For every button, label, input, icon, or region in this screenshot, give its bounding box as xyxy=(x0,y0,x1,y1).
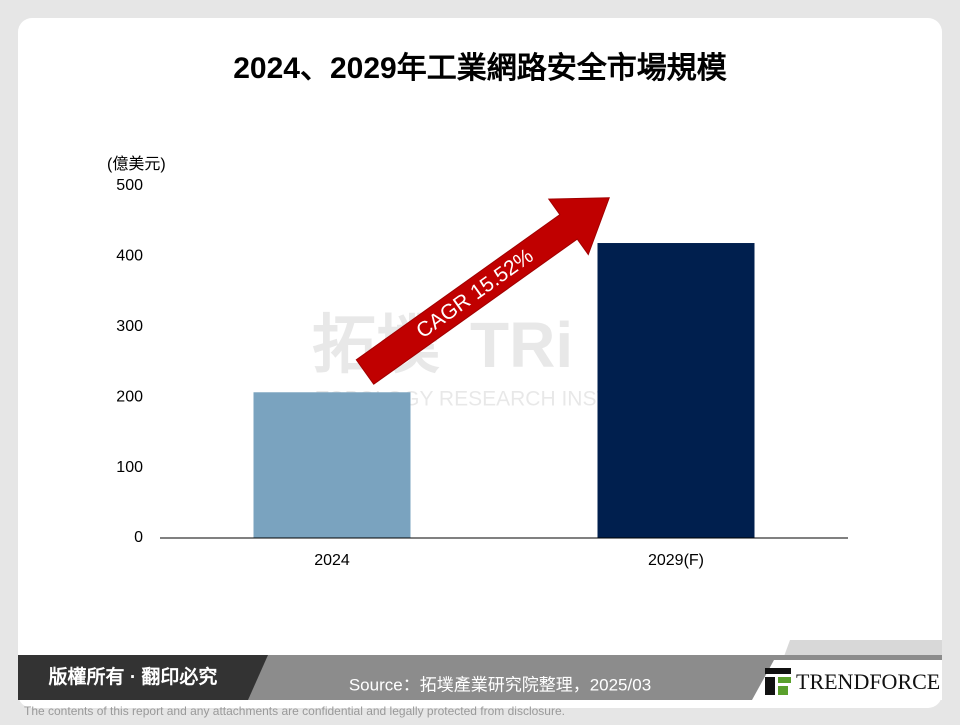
disclaimer: The contents of this report and any atta… xyxy=(24,704,565,718)
y-tick-label: 500 xyxy=(116,177,143,194)
copyright: 版權所有 · 翻印必究 xyxy=(49,665,218,688)
icon-bar xyxy=(765,668,791,674)
bar xyxy=(597,243,755,539)
y-axis-label: (億美元) xyxy=(107,155,166,173)
brand-box xyxy=(752,660,942,700)
copyright-box xyxy=(18,655,268,700)
icon-bar xyxy=(765,677,775,695)
icon-bar xyxy=(778,677,791,683)
arrow-shape xyxy=(355,197,610,385)
y-tick-label: 400 xyxy=(116,248,143,265)
source: Source：拓墣產業研究院整理，2025/03 xyxy=(349,675,651,694)
y-tick-label: 300 xyxy=(116,318,143,335)
y-tick-label: 0 xyxy=(134,529,143,546)
brand: TRENDFORCE xyxy=(796,669,940,694)
x-tick-label: 2024 xyxy=(314,552,350,569)
bar xyxy=(253,392,411,538)
plot: 0 100 200 300 400 500 2024 2029(F) xyxy=(116,177,848,569)
x-tick-label: 2029(F) xyxy=(648,552,704,569)
icon-bar xyxy=(778,686,788,695)
watermark-mark: TRi xyxy=(470,309,573,381)
brand-icon xyxy=(765,668,791,695)
chart-title: 2024、2029年工業網路安全市場規模 xyxy=(233,51,726,85)
y-tick-label: 200 xyxy=(116,388,143,405)
y-tick-label: 100 xyxy=(116,459,143,476)
